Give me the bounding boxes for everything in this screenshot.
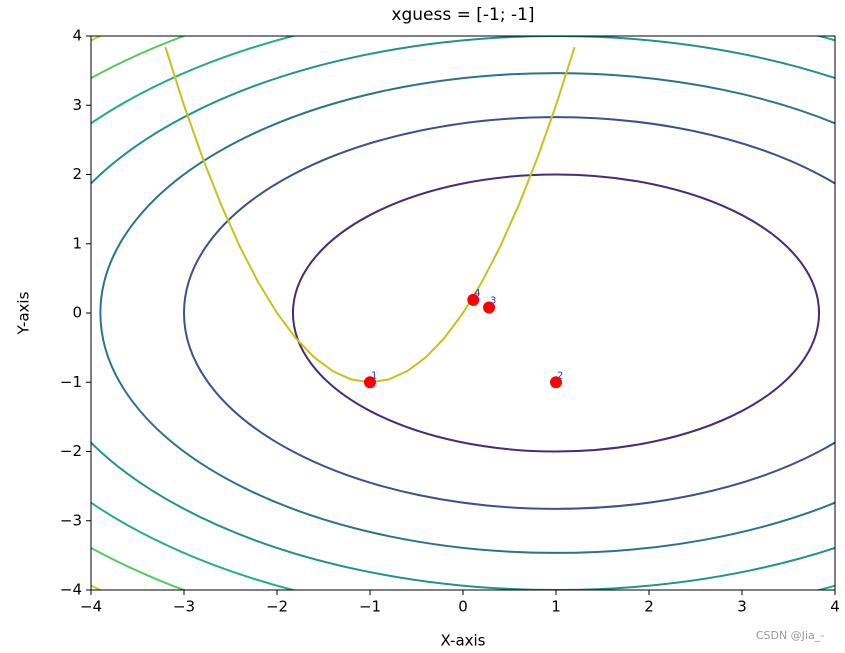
- x-tick-label: −2: [266, 598, 288, 616]
- y-tick-label: −1: [60, 373, 82, 391]
- contour-line: [99, 72, 835, 554]
- y-tick-label: −4: [60, 581, 82, 599]
- point-label: 4: [474, 288, 480, 299]
- x-tick-label: 4: [830, 598, 840, 616]
- y-tick-label: −2: [60, 442, 82, 460]
- y-tick-label: 1: [72, 234, 82, 252]
- y-tick-label: 4: [72, 27, 82, 45]
- x-tick-label: 2: [644, 598, 654, 616]
- watermark: CSDN @Jia_-: [756, 629, 824, 642]
- x-tick-label: 0: [458, 598, 468, 616]
- contour-line: [291, 173, 821, 453]
- point-label: 1: [371, 370, 377, 381]
- iterate-point: [550, 376, 562, 389]
- point-label: 2: [557, 370, 563, 381]
- x-axis-label: X-axis: [441, 632, 486, 650]
- contour-line: [91, 36, 835, 590]
- y-tick-label: 0: [72, 304, 82, 322]
- x-tick-label: −4: [80, 598, 102, 616]
- iterate-point: [467, 293, 480, 306]
- x-tick-label: 1: [551, 598, 561, 616]
- contour-line: [183, 116, 835, 510]
- chart-title: xguess = [-1; -1]: [391, 5, 534, 25]
- iterate-point: [364, 376, 376, 389]
- x-tick-label: −1: [359, 598, 381, 616]
- y-tick-label: 3: [72, 96, 82, 114]
- y-axis-label: Y-axis: [15, 291, 33, 335]
- y-tick-label: 2: [72, 165, 82, 183]
- x-tick-label: −3: [173, 598, 195, 616]
- iterate-point: [483, 301, 496, 314]
- contour-line: [91, 36, 835, 590]
- x-tick-label: 3: [737, 598, 747, 616]
- point-label: 3: [490, 295, 496, 306]
- y-tick-label: −3: [60, 511, 82, 529]
